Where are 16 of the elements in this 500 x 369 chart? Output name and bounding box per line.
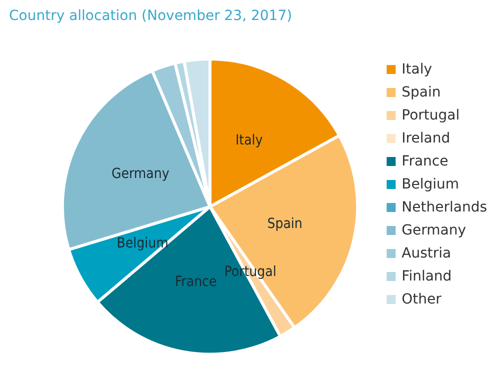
legend-label: Other — [402, 292, 442, 308]
slice-label: France — [174, 274, 217, 290]
legend-label: Italy — [402, 62, 432, 78]
slice-label: Germany — [111, 166, 170, 182]
chart-title: Country allocation (November 23, 2017) — [9, 8, 292, 24]
legend-label: Germany — [402, 222, 466, 238]
legend-label: Portugal — [402, 108, 460, 124]
legend-label: Finland — [402, 268, 452, 284]
slice-label: Italy — [235, 132, 264, 149]
legend-label: France — [402, 154, 448, 170]
legend-label: Austria — [402, 246, 452, 262]
legend-label: Belgium — [402, 176, 460, 192]
legend-label: Ireland — [402, 130, 450, 146]
legend-label: Spain — [402, 84, 441, 100]
slice-label: Spain — [267, 216, 302, 232]
legend-label: Netherlands — [402, 200, 488, 216]
